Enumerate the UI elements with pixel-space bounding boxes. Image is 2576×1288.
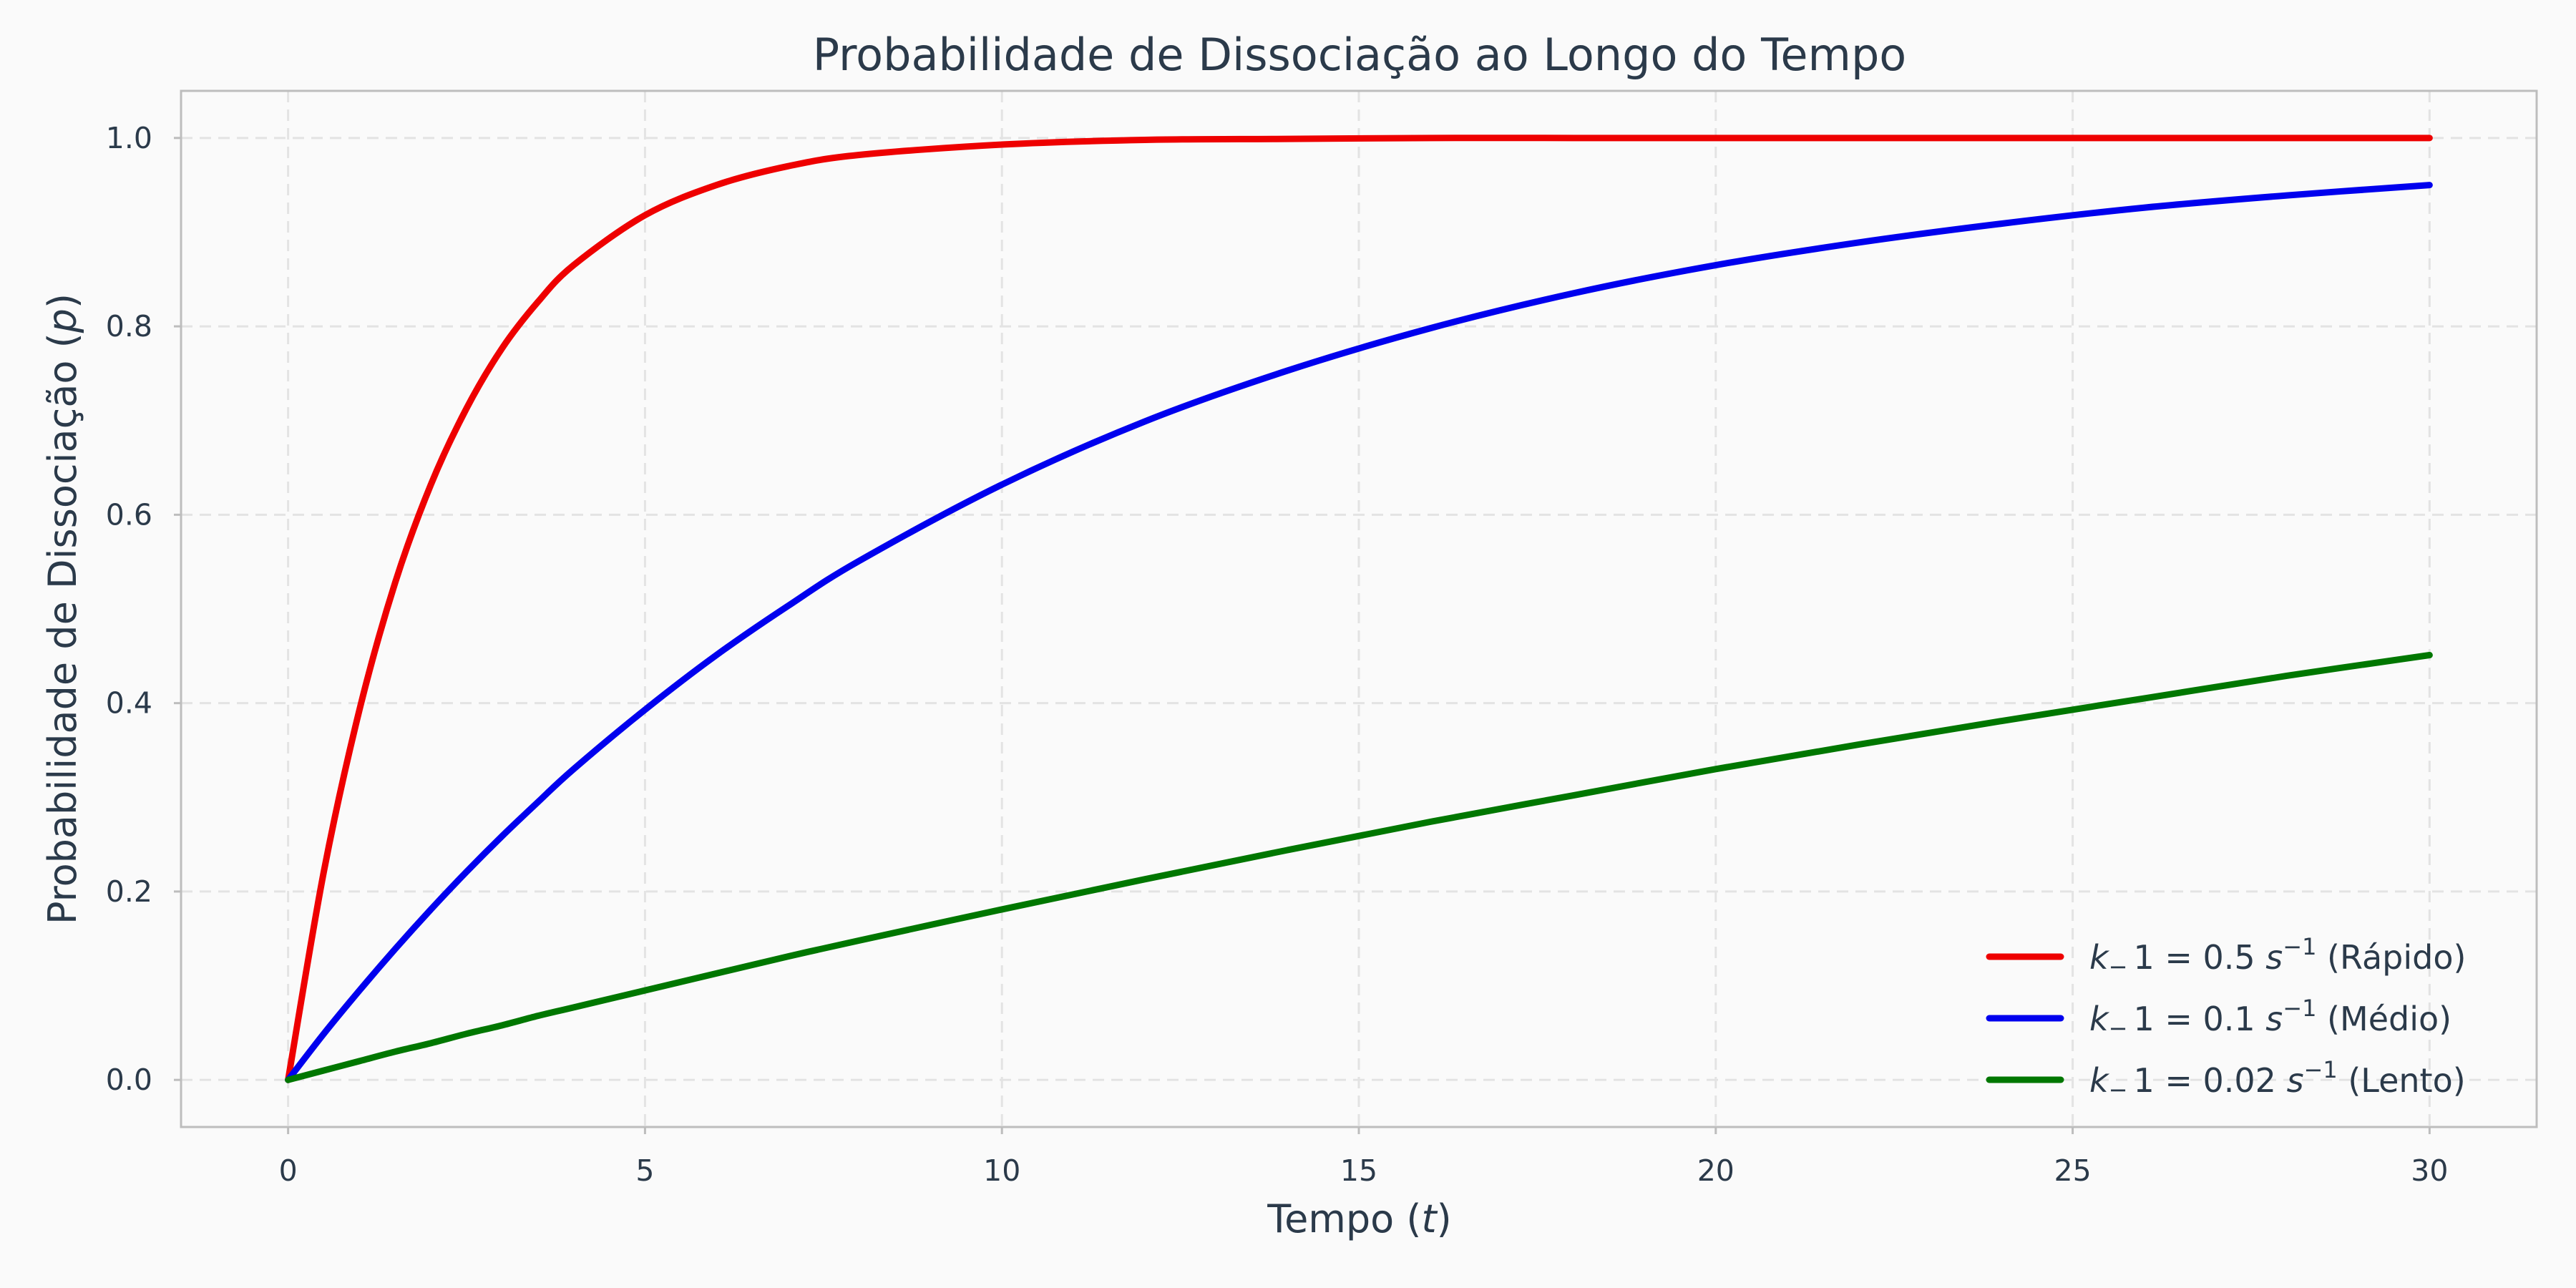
y-axis-label-suffix: ): [40, 293, 85, 308]
legend-equation: 1 = 0.02: [2133, 1061, 2286, 1100]
x-tick-label: 15: [1340, 1153, 1377, 1188]
x-axis-label-prefix: Tempo (: [1267, 1196, 1421, 1241]
y-tick-label: 1.0: [106, 121, 152, 155]
legend: k− 1 = 0.5 s−1 (Rápido)k− 1 = 0.1 s−1 (Méd…: [1986, 933, 2466, 1103]
y-tick-label: 0.6: [106, 497, 152, 532]
y-tick-label: 0.8: [106, 309, 152, 343]
legend-series-label: (Rápido): [2316, 938, 2466, 977]
y-axis-label-prefix: Probabilidade de Dissociação (: [40, 333, 85, 924]
x-tick-label: 0: [279, 1153, 298, 1188]
legend-var-k: k: [2089, 1061, 2110, 1100]
legend-entry: k− 1 = 0.1 s−1 (Médio): [2089, 995, 2451, 1042]
x-axis-label-var: t: [1421, 1196, 1438, 1241]
chart-title: Probabilidade de Dissociação ao Longo do…: [813, 29, 1907, 81]
legend-var-s: s: [2265, 938, 2283, 977]
legend-subscript: −: [2109, 953, 2128, 980]
series-line-2: [285, 182, 2433, 1083]
legend-superscript: −1: [2283, 995, 2316, 1022]
legend-subscript: −: [2109, 1015, 2128, 1042]
y-tick-label: 0.4: [106, 686, 152, 721]
y-axis-label: Probabilidade de Dissociação (p): [40, 293, 85, 924]
x-tick-label: 20: [1697, 1153, 1735, 1188]
legend-superscript: −1: [2283, 933, 2316, 960]
y-tick-label: 0.0: [106, 1063, 152, 1097]
y-axis-label-var: p: [40, 308, 85, 333]
axis-ticks: 0 5 10 15 20 25 30 0.0 0.2 0.4 0.6 0.8 1.0: [106, 121, 2449, 1188]
legend-subscript: −: [2109, 1076, 2128, 1103]
x-tick-label: 10: [983, 1153, 1020, 1188]
legend-series-label: (Médio): [2316, 1000, 2451, 1038]
series-lines: [285, 135, 2433, 1083]
legend-superscript: −1: [2304, 1056, 2338, 1083]
legend-equation: 1 = 0.1: [2133, 1000, 2265, 1038]
x-axis-label-suffix: ): [1437, 1196, 1452, 1241]
legend-entry: k− 1 = 0.5 s−1 (Rápido): [2089, 933, 2466, 980]
legend-var-s: s: [2265, 1000, 2283, 1038]
legend-equation: 1 = 0.5: [2133, 938, 2265, 977]
legend-var-k: k: [2089, 938, 2110, 977]
y-tick-label: 0.2: [106, 874, 152, 909]
x-tick-label: 30: [2411, 1153, 2448, 1188]
legend-var-s: s: [2287, 1061, 2304, 1100]
series-line-1: [285, 135, 2433, 1083]
legend-var-k: k: [2089, 1000, 2110, 1038]
x-axis-label: Tempo (t): [1267, 1196, 1451, 1241]
series-line-3: [285, 652, 2433, 1083]
legend-series-label: (Lento): [2338, 1061, 2466, 1100]
legend-entry: k− 1 = 0.02 s−1 (Lento): [2089, 1056, 2466, 1103]
x-tick-label: 25: [2054, 1153, 2091, 1188]
x-tick-label: 5: [635, 1153, 654, 1188]
